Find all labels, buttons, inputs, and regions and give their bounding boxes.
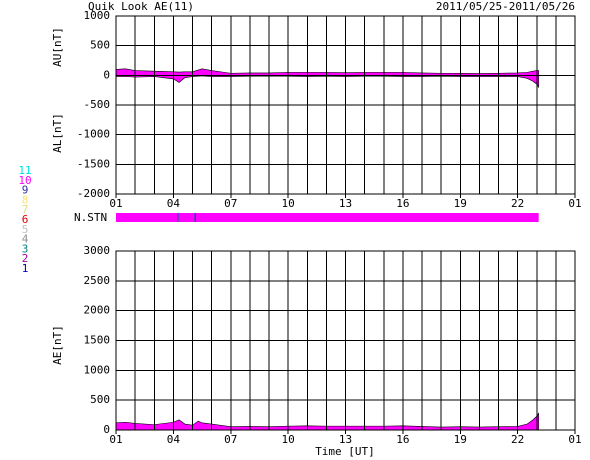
y-tick-label: -2000 — [77, 187, 110, 200]
x-tick-label: 19 — [454, 197, 467, 210]
area — [115, 75, 539, 89]
legend-entry: 1 — [22, 262, 29, 275]
y-axis-label: AE[nT] — [51, 325, 64, 365]
x-tick-label: 13 — [339, 433, 352, 446]
legend-entry: 3 — [22, 242, 29, 255]
x-tick-label: 10 — [282, 197, 295, 210]
y-tick-label: 1500 — [84, 334, 111, 347]
y-tick-label: 1000 — [84, 363, 111, 376]
legend-entry: 5 — [22, 223, 29, 236]
legend-entry: 8 — [22, 193, 29, 206]
x-tick-label: 19 — [454, 433, 467, 446]
plot-frame — [115, 15, 576, 195]
y-tick-label: -1500 — [77, 157, 110, 170]
y-axis-label: AL[nT] — [51, 113, 64, 153]
x-tick-label: 07 — [224, 197, 237, 210]
y-tick-label: 1000 — [84, 9, 111, 22]
x-tick-label: 22 — [511, 197, 524, 210]
x-tick-label: 04 — [167, 197, 181, 210]
x-tick-label: 01 — [568, 433, 581, 446]
legend-entry: 2 — [22, 252, 29, 265]
x-tick-label: 22 — [511, 433, 524, 446]
x-tick-label: 07 — [224, 433, 237, 446]
y-tick-label: -1000 — [77, 128, 110, 141]
legend-entry: 10 — [18, 174, 31, 187]
legend-entry: 7 — [22, 203, 29, 216]
y-tick-label: 3000 — [84, 244, 111, 257]
x-tick-label: 04 — [167, 433, 181, 446]
station-segment — [195, 213, 539, 222]
x-tick-label: 13 — [339, 197, 352, 210]
legend-entry: 4 — [22, 233, 29, 246]
area — [115, 68, 539, 76]
chart-title: Quik Look AE(11) — [88, 0, 194, 13]
legend-entry: 9 — [22, 184, 29, 197]
x-tick-label: 01 — [109, 433, 122, 446]
y-tick-label: 0 — [103, 423, 110, 436]
date-range: 2011/05/25-2011/05/26 — [436, 0, 575, 13]
x-tick-label: 16 — [396, 197, 409, 210]
legend-entry: 11 — [18, 164, 31, 177]
x-tick-label: 10 — [282, 433, 295, 446]
x-axis-label: Time [UT] — [315, 445, 375, 458]
y-tick-label: 500 — [90, 393, 110, 406]
y-tick-label: 2000 — [84, 304, 111, 317]
plot-frame — [115, 250, 576, 431]
station-segment — [178, 213, 195, 222]
station-segment — [194, 213, 196, 222]
strip-label: N.STN — [74, 211, 107, 224]
y-tick-label: 0 — [103, 68, 110, 81]
x-tick-label: 16 — [396, 433, 409, 446]
x-tick-label: 01 — [568, 197, 581, 210]
station-segment — [177, 213, 179, 222]
station-segment — [116, 213, 178, 222]
y-tick-label: -500 — [84, 98, 111, 111]
x-tick-label: 01 — [109, 197, 122, 210]
area — [115, 412, 539, 431]
legend-entry: 6 — [22, 213, 29, 226]
y-axis-label: AU[nT] — [51, 27, 64, 67]
y-tick-label: 2500 — [84, 274, 111, 287]
y-tick-label: 500 — [90, 39, 110, 52]
